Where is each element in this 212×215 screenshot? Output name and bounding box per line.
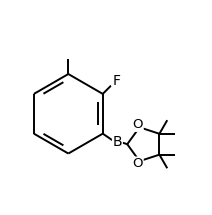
Text: B: B (113, 135, 122, 149)
Text: F: F (112, 74, 120, 88)
Text: O: O (132, 118, 143, 131)
Text: O: O (132, 157, 143, 170)
